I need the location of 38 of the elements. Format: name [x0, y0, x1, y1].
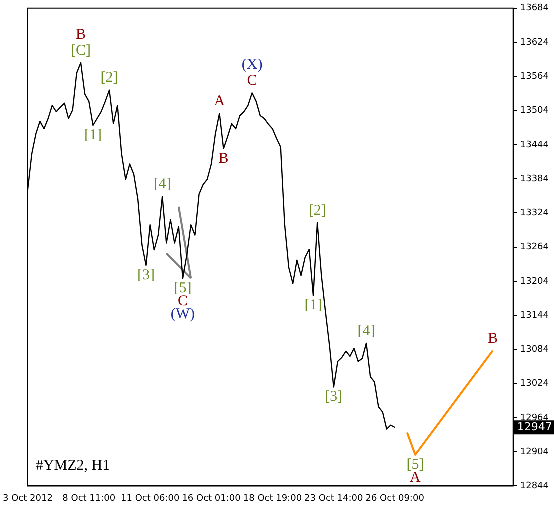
y-tick-label: 13144 [520, 310, 550, 321]
annotation: [4] [358, 323, 376, 340]
x-tick-label: 26 Oct 09:00 [366, 494, 425, 504]
annotation: [2] [308, 202, 326, 219]
y-tick-label: 12844 [520, 482, 550, 492]
annotation: [3] [325, 389, 343, 406]
annotation: [1] [304, 298, 322, 314]
annotation: A [214, 94, 226, 110]
annotation: [2] [100, 70, 118, 86]
x-tick-label: 18 Oct 19:00 [243, 494, 302, 504]
annotation: B [488, 330, 498, 347]
annotation: 12947 [517, 420, 552, 434]
y-tick-label: 13684 [520, 4, 550, 14]
y-tick-label: 13024 [520, 379, 550, 390]
annotation: [1] [84, 128, 102, 144]
y-tick-label: 13084 [520, 345, 550, 356]
annotation: B [76, 26, 86, 43]
annotation: C [247, 73, 258, 90]
y-tick-label: 13204 [520, 276, 550, 287]
y-tick-label: 13504 [520, 106, 550, 116]
annotation: (X) [242, 57, 263, 74]
x-tick-label: 3 Oct 2012 [2, 494, 53, 504]
y-tick-label: 13264 [520, 242, 550, 253]
y-tick-label: 13624 [520, 38, 550, 48]
y-tick-label: 12904 [520, 447, 550, 458]
annotation: [C] [70, 42, 91, 59]
y-tick-label: 13564 [520, 72, 550, 82]
annotation: [3] [138, 267, 155, 284]
y-tick-label: 13384 [520, 174, 550, 184]
y-tick-label: 13444 [520, 140, 550, 150]
x-tick-label: 16 Oct 01:00 [182, 494, 242, 504]
x-tick-label: 11 Oct 06:00 [120, 494, 180, 504]
x-tick-label: 8 Oct 11:00 [62, 494, 116, 504]
annotation: #YMZ2, H1 [36, 458, 110, 474]
annotation: [4] [154, 176, 172, 193]
x-tick-label: 23 Oct 14:00 [304, 494, 364, 504]
annotation: B [218, 150, 229, 167]
y-tick-label: 13324 [520, 208, 550, 219]
